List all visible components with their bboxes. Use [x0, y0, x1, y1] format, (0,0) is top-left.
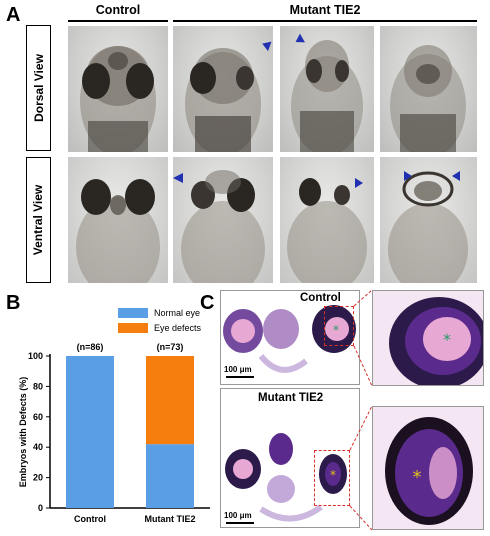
histology-label-control: Control — [300, 292, 341, 304]
header-mutant-line — [173, 20, 477, 22]
photo-ventral-mutant-2 — [280, 157, 374, 283]
bar-normal — [66, 356, 114, 508]
arrowhead-icon — [404, 171, 412, 181]
header-mutant: Mutant TIE2 — [289, 3, 361, 17]
photo-dorsal-mutant-2 — [280, 26, 374, 152]
n-annotation: (n=73) — [157, 342, 184, 352]
row-label-dorsal: Dorsal View — [26, 25, 51, 151]
arrowhead-icon — [452, 171, 460, 181]
y-tick-label: 40 — [33, 442, 43, 452]
legend-swatch-defect — [118, 323, 148, 333]
y-tick-label: 60 — [33, 412, 43, 422]
panel-b-letter: B — [6, 292, 21, 314]
zoom-box-control — [324, 306, 354, 346]
photo-ventral-mutant-3 — [380, 157, 477, 283]
x-category-label: Control — [74, 514, 106, 524]
scale-bar-mutant — [226, 522, 254, 524]
y-tick-label: 80 — [33, 381, 43, 391]
histology-mutant-zoom: * — [372, 406, 484, 530]
scale-text-mutant: 100 μm — [224, 511, 252, 520]
scale-text-control: 100 μm — [224, 365, 252, 374]
zoom-box-mutant — [314, 450, 350, 506]
y-tick-label: 20 — [33, 473, 43, 483]
legend-defect: Eye defects — [118, 323, 201, 333]
histology-mutant: * — [220, 388, 360, 528]
legend-label-defect: Eye defects — [154, 323, 202, 333]
photo-ventral-mutant-1 — [173, 157, 273, 283]
svg-text:*: * — [443, 330, 451, 349]
row-label-ventral: Ventral View — [26, 157, 51, 283]
photo-dorsal-mutant-1 — [173, 26, 273, 152]
y-axis-title: Embryos with Defects (%) — [18, 377, 28, 488]
n-annotation: (n=86) — [77, 342, 104, 352]
y-tick-label: 0 — [38, 503, 43, 513]
panel-a-letter: A — [6, 4, 21, 26]
legend-label-normal: Normal eye — [154, 308, 201, 318]
bar-defect — [146, 356, 194, 445]
legend-normal: Normal eye — [118, 308, 200, 318]
y-tick-label: 100 — [28, 351, 43, 361]
svg-text:*: * — [413, 467, 422, 488]
photo-dorsal-mutant-3 — [380, 26, 477, 152]
svg-text:*: * — [333, 323, 339, 337]
x-category-label: Mutant TIE2 — [145, 514, 196, 524]
panel-c-letter: C — [200, 292, 215, 314]
arrowhead-icon — [262, 41, 272, 52]
bar-normal — [146, 444, 194, 508]
histology-control-zoom: * — [372, 290, 484, 386]
arrowhead-markers — [173, 33, 460, 188]
header-control-line — [68, 20, 168, 22]
histology-label-mutant: Mutant TIE2 — [258, 392, 324, 404]
arrowhead-icon — [355, 178, 363, 188]
photo-dorsal-control — [68, 26, 168, 152]
header-control: Control — [95, 3, 141, 17]
photo-ventral-control — [68, 157, 168, 283]
scale-bar-control — [226, 376, 254, 378]
legend-swatch-normal — [118, 308, 148, 318]
bar-chart: 0 20 40 60 80 100 Embryos with Defects (%) Cont… — [18, 342, 210, 524]
arrowhead-icon — [173, 173, 183, 183]
svg-text:*: * — [330, 468, 336, 482]
histology-control: * — [220, 290, 360, 385]
arrowhead-icon — [295, 33, 305, 43]
